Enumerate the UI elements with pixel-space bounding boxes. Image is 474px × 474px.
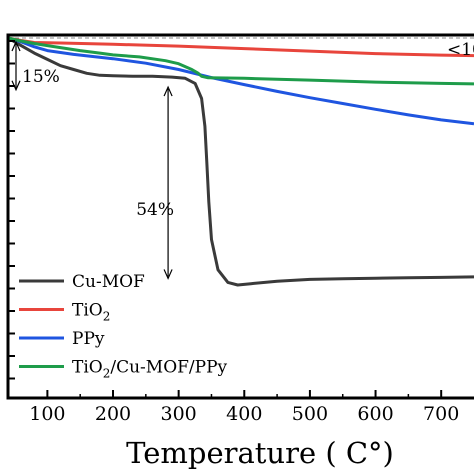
legend-label: PPy <box>72 329 105 349</box>
x-axis-title: Temperature ( C°) <box>126 436 394 470</box>
legend-label: TiO2/Cu-MOF/PPy <box>72 358 228 381</box>
x-tick-label: 300 <box>161 403 197 425</box>
x-tick-label: 400 <box>226 403 262 425</box>
series-line-cu-mof <box>7 36 474 287</box>
x-tick-label: 600 <box>357 403 393 425</box>
series-line-tio2-cu-mof-ppy <box>7 36 474 86</box>
x-tick-label: 700 <box>423 403 459 425</box>
x-tick-label: 200 <box>95 403 131 425</box>
arrow-54-percent-head-top <box>163 85 173 97</box>
series-line-tio2 <box>7 36 474 58</box>
x-tick-label: 500 <box>292 403 328 425</box>
annotation-10-percent: <10% <box>447 40 474 60</box>
annotation-15-percent: 15% <box>22 67 60 87</box>
plot-frame <box>6 33 474 400</box>
legend-label: TiO2 <box>72 301 110 324</box>
x-tick-label: 100 <box>29 403 65 425</box>
annotation-54-percent: 54% <box>136 200 174 220</box>
arrow-15-percent-head-top <box>11 40 21 52</box>
legend-label: Cu-MOF <box>72 272 145 292</box>
arrow-15-percent-head-bottom <box>11 80 21 92</box>
arrow-54-percent-head-bottom <box>163 269 173 280</box>
